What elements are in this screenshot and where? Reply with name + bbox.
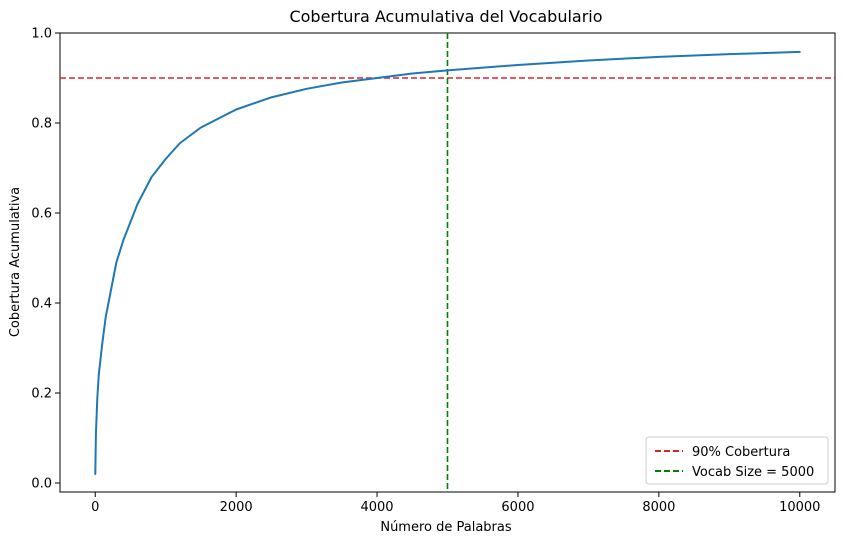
x-tick-label: 0 [91,500,99,515]
series-line-coverage [94,50,801,475]
legend: 90% Cobertura Vocab Size = 5000 [645,436,829,485]
y-tick-label: 0.0 [31,477,52,492]
x-tick-label: 8000 [642,500,675,515]
x-ticks: 0 2000 4000 6000 8000 10000 [91,492,820,515]
x-axis-label: Número de Palabras [380,520,512,535]
x-tick-label: 4000 [360,500,393,515]
y-tick-label: 1.0 [31,27,52,42]
y-tick-label: 0.4 [31,297,52,312]
y-axis-label: Cobertura Acumulativa [8,187,23,337]
y-ticks: 0.0 0.2 0.4 0.6 0.8 1.0 [31,27,60,492]
axes: 0.0 0.2 0.4 0.6 0.8 1.0 0 2000 4000 6000 8000 1000… [31,27,836,515]
x-tick-label: 10000 [779,500,820,515]
chart-title: Cobertura Acumulativa del Vocabulario [289,7,602,26]
x-tick-label: 6000 [501,500,534,515]
legend-box [645,436,829,485]
y-tick-label: 0.8 [31,117,52,132]
series-lines [60,33,835,492]
y-tick-label: 0.2 [31,387,52,402]
x-tick-label: 2000 [220,500,253,515]
legend-label-vocab-size: Vocab Size = 5000 [692,465,814,480]
legend-label-90-cobertura: 90% Cobertura [692,445,790,460]
y-tick-label: 0.6 [31,207,52,222]
